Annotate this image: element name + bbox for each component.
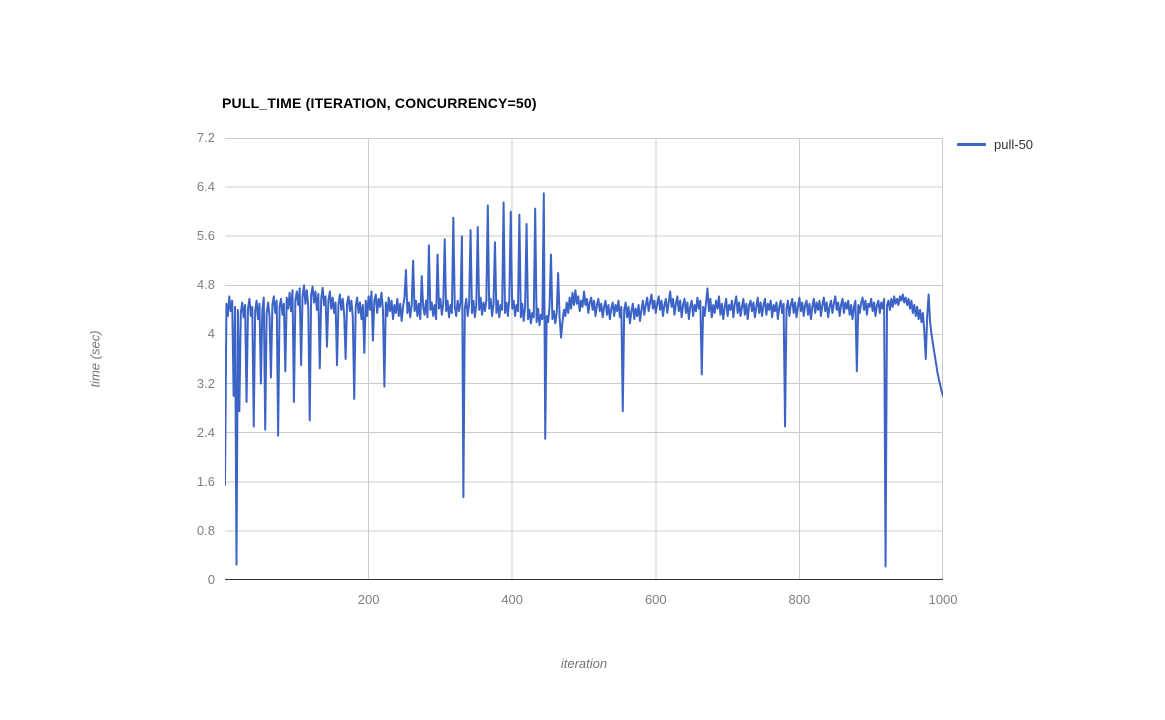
gridlines xyxy=(225,138,943,580)
x-tick-label: 800 xyxy=(788,592,811,607)
y-tick-label: 4.8 xyxy=(196,277,215,293)
x-axis-title: iteration xyxy=(560,656,608,671)
y-axis-title: time (sec) xyxy=(87,330,103,388)
y-tick-label: 4 xyxy=(207,326,215,342)
y-axis-labels: 7.2 6.4 5.6 4.8 4 3.2 2.4 1.6 0.8 0 xyxy=(0,130,215,587)
chart-title: PULL_TIME (ITERATION, CONCURRENCY=50) xyxy=(222,95,537,111)
legend-line-marker xyxy=(957,143,986,146)
y-tick-label: 0 xyxy=(207,572,215,587)
y-tick-label: 1.6 xyxy=(196,473,215,489)
y-tick-label: 0.8 xyxy=(196,522,215,538)
x-tick-label: 400 xyxy=(501,592,524,607)
y-tick-label: 5.6 xyxy=(196,228,215,244)
y-tick-label: 6.4 xyxy=(196,179,215,195)
x-tick-label: 200 xyxy=(357,592,380,607)
legend: pull-50 xyxy=(957,137,1033,152)
legend-label: pull-50 xyxy=(994,137,1034,152)
x-tick-label: 600 xyxy=(644,592,667,607)
y-tick-label: 7.2 xyxy=(196,130,215,145)
plot-area-svg[interactable] xyxy=(225,138,943,580)
y-tick-label: 2.4 xyxy=(196,424,215,440)
series-line-pull-50[interactable] xyxy=(225,192,943,568)
x-axis-labels: 200 400 600 800 1000 xyxy=(225,592,958,612)
y-tick-label: 3.2 xyxy=(196,375,215,391)
x-tick-label: 1000 xyxy=(928,592,958,607)
